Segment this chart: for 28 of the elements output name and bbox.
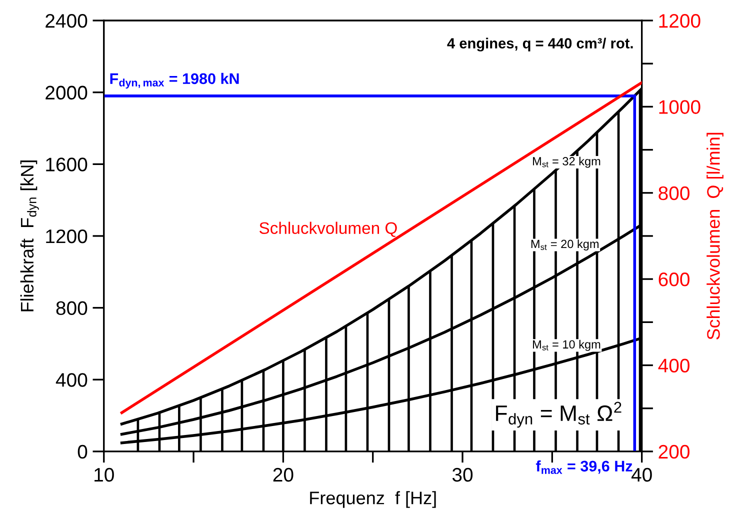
ref-line-label: f$_{max}$ = 39,6 Hz	[536, 460, 632, 474]
y2-tick-label: 800	[658, 186, 690, 200]
y2-tick-label: 1000	[659, 100, 700, 114]
y-tick-label: 2400	[46, 14, 88, 28]
annotation: F$_{dyn}$ = M$_{st}$ Ω$^{2}$	[496, 402, 622, 428]
y-axis-title: Fliehkraft F$_{dyn}$ [kN]	[20, 160, 39, 312]
y-tick-label: 1200	[46, 229, 88, 244]
x-tick-label: 30	[452, 468, 473, 482]
annotation: M$_{st}$ = 32 kgm	[533, 156, 600, 168]
y2-tick-label: 600	[658, 272, 690, 286]
y-tick-label: 0	[78, 444, 88, 459]
y-tick-label: 400	[56, 373, 88, 387]
y2-tick-label: 400	[658, 358, 690, 372]
annotation: 4 engines, q = 440 cm³/ rot.	[447, 38, 633, 52]
y-tick-label: 800	[56, 301, 88, 316]
annotation: M$_{st}$ = 20 kgm	[531, 239, 599, 250]
y2-axis-title: Schluckvolumen Q [l/min]	[706, 132, 724, 340]
y-tick-label: 2000	[46, 86, 88, 100]
annotation: Schluckvolumen Q	[259, 222, 397, 237]
y2-tick-label: 1200	[659, 14, 700, 28]
annotation: M$_{st}$ = 10 kgm	[533, 340, 600, 351]
x-tick-label: 10	[94, 468, 114, 482]
ref-line-label: F$_{dyn,max}$ = 1980 kN	[110, 72, 239, 89]
x-tick-label: 40	[631, 468, 652, 482]
y-tick-label: 1600	[46, 158, 88, 172]
x-tick-label: 20	[273, 468, 294, 482]
y2-tick-label: 200	[658, 444, 690, 459]
x-axis-title: Frequenz f [Hz]	[310, 491, 436, 508]
